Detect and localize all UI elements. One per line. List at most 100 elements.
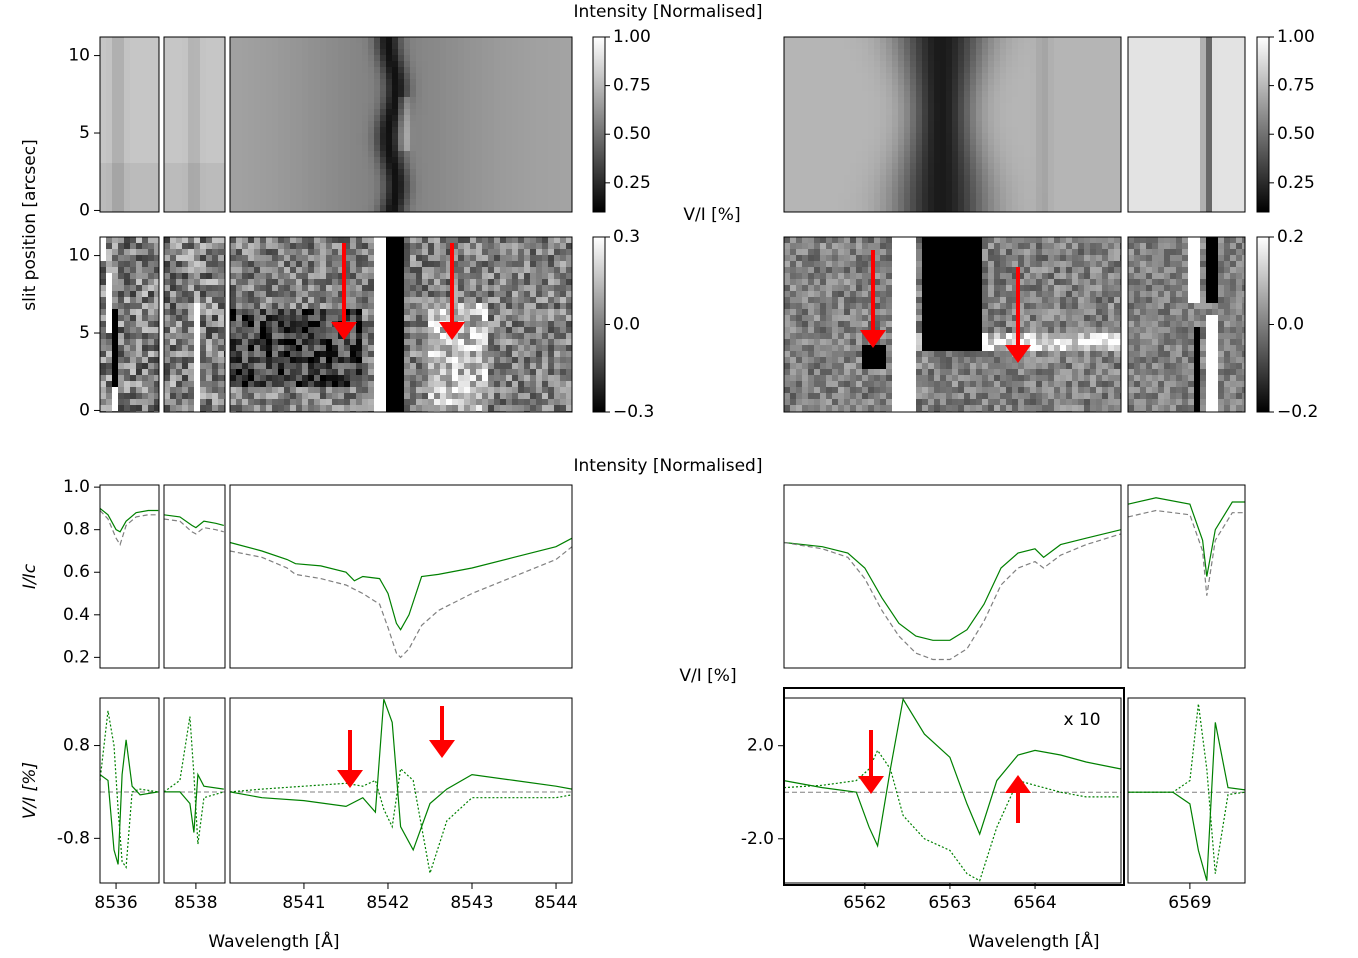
heatmap-cell — [1090, 49, 1097, 56]
heatmap-cell — [1212, 205, 1219, 212]
heatmap-cell — [850, 121, 857, 128]
heatmap-cell — [898, 175, 905, 182]
heatmap-cell — [386, 67, 393, 74]
heatmap-cell — [500, 205, 507, 212]
heatmap-cell — [410, 49, 417, 56]
heatmap-cell — [1140, 115, 1147, 122]
heatmap-cell — [296, 43, 303, 50]
heatmap-cell — [154, 315, 159, 322]
heatmap-cell — [1012, 49, 1019, 56]
heatmap-cell — [886, 91, 893, 98]
heatmap-cell — [236, 73, 243, 80]
heatmap-cell — [922, 43, 929, 50]
heatmap-cell — [100, 157, 107, 164]
heatmap-cell — [218, 169, 225, 176]
heatmap-cell — [494, 37, 501, 44]
heatmap-cell — [290, 127, 297, 134]
heatmap-cell — [148, 303, 155, 310]
heatmap-cell — [278, 49, 285, 56]
heatmap-cell — [266, 97, 273, 104]
heatmap-cell — [326, 145, 333, 152]
heatmap-cell — [928, 127, 935, 134]
heatmap-cell — [808, 151, 815, 158]
heatmap-cell — [266, 127, 273, 134]
heatmap-cell — [308, 121, 315, 128]
heatmap-cell — [416, 79, 423, 86]
heatmap-cell — [862, 157, 869, 164]
heatmap-cell — [212, 133, 219, 140]
heatmap-cell — [1212, 193, 1219, 200]
heatmap-cell — [212, 37, 219, 44]
heatmap-cell — [194, 157, 201, 164]
heatmap-cell — [434, 73, 441, 80]
heatmap-cell — [182, 205, 189, 212]
heatmap-cell — [1134, 163, 1141, 170]
heatmap-cell — [916, 85, 923, 92]
heatmap-cell — [1024, 187, 1031, 194]
heatmap-cell — [374, 145, 381, 152]
heatmap-cell — [230, 67, 237, 74]
heatmap-cell — [1200, 199, 1207, 206]
heatmap-cell — [458, 91, 465, 98]
heatmap-cell — [136, 97, 143, 104]
heatmap-cell — [566, 91, 572, 98]
heatmap-cell — [892, 91, 899, 98]
heatmap-cell — [784, 115, 791, 122]
heatmap-cell — [820, 133, 827, 140]
heatmap-cell — [326, 205, 333, 212]
heatmap-cell — [1200, 139, 1207, 146]
heatmap-cell — [566, 181, 572, 188]
heatmap-cell — [1042, 55, 1049, 62]
heatmap-cell — [1018, 133, 1025, 140]
heatmap-cell — [398, 127, 405, 134]
heatmap-cell — [308, 205, 315, 212]
heatmap-cell — [512, 37, 519, 44]
heatmap-cell — [392, 85, 399, 92]
heatmap-cell — [422, 55, 429, 62]
heatmap-cell — [464, 67, 471, 74]
heatmap-cell — [488, 145, 495, 152]
heatmap-cell — [154, 357, 159, 364]
heatmap-cell — [124, 249, 131, 256]
heatmap-cell — [332, 139, 339, 146]
heatmap-cell — [1108, 67, 1115, 74]
heatmap-cell — [112, 339, 119, 346]
heatmap-cell — [398, 133, 405, 140]
heatmap-cell — [142, 55, 149, 62]
heatmap-cell — [230, 37, 237, 44]
heatmap-cell — [784, 193, 791, 200]
heatmap-cell — [1090, 127, 1097, 134]
heatmap-cell — [1140, 43, 1147, 50]
heatmap-cell — [482, 121, 489, 128]
heatmap-cell — [136, 321, 143, 328]
heatmap-cell — [892, 175, 899, 182]
heatmap-cell — [1042, 163, 1049, 170]
heatmap-cell — [308, 79, 315, 86]
heatmap-cell — [130, 157, 137, 164]
heatmap-cell — [260, 97, 267, 104]
heatmap-cell — [940, 193, 947, 200]
heatmap-cell — [1230, 97, 1237, 104]
heatmap-cell — [218, 199, 225, 206]
heatmap-cell — [1036, 163, 1043, 170]
heatmap-cell — [506, 49, 513, 56]
heatmap-cell — [242, 85, 249, 92]
heatmap-cell — [1048, 61, 1055, 68]
heatmap-cell — [356, 187, 363, 194]
heatmap-cell — [206, 37, 213, 44]
heatmap-cell — [910, 73, 917, 80]
heatmap-cell — [1140, 163, 1147, 170]
heatmap-cell — [1224, 205, 1231, 212]
heatmap-cell — [236, 91, 243, 98]
heatmap-cell — [946, 169, 953, 176]
heatmap-cell — [976, 67, 983, 74]
heatmap-cell — [434, 145, 441, 152]
heatmap-cell — [1212, 103, 1219, 110]
heatmap-cell — [820, 103, 827, 110]
heatmap-cell — [374, 85, 381, 92]
heatmap-cell — [428, 109, 435, 116]
heatmap-cell — [106, 363, 113, 370]
heatmap-cell — [952, 199, 959, 206]
heatmap-cell — [332, 67, 339, 74]
heatmap-cell — [862, 139, 869, 146]
